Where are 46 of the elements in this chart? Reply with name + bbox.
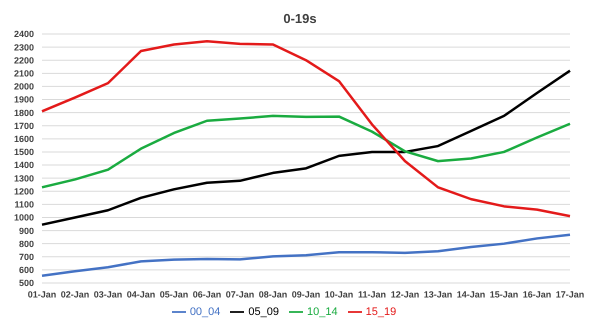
y-tick-label: 1100 [14,200,34,210]
y-tick-label: 1200 [14,186,34,196]
chart-title: 0-19s [282,10,318,28]
x-tick-label: 12-Jan [390,289,420,300]
line-series [40,234,572,278]
line-series [40,114,572,189]
legend-label: 15_19 [366,306,396,318]
y-tick-label: 900 [18,226,34,236]
y-tick-label: 1300 [14,173,34,184]
legend-label: 05_09 [248,306,279,318]
x-tick-label: 09-Jan [292,289,320,300]
y-tick-label: 1500 [14,147,34,158]
x-tick-label: 01-Jan [28,289,56,300]
y-tick-label: 2300 [14,42,34,52]
x-tick-label: 13-Jan [424,289,452,300]
legend-label: 00_04 [190,306,220,318]
x-tick-label: 14-Jan [456,289,486,300]
x-tick-label: 08-Jan [258,289,288,300]
y-tick-label: 800 [18,238,34,249]
x-tick-label: 06-Jan [192,289,222,300]
x-tick-label: 10-Jan [324,289,354,300]
x-tick-label: 17-Jan [556,289,584,300]
x-tick-label: 16-Jan [522,289,552,300]
legend-label: 10_14 [307,306,338,318]
x-tick-label: 11-Jan [358,289,386,300]
y-tick-label: 1600 [14,134,34,144]
y-tick-label: 500 [18,278,34,288]
line-series [40,69,572,226]
y-tick-label: 1800 [14,108,34,118]
y-tick-label: 1000 [14,212,34,223]
y-tick-label: 600 [18,265,34,276]
line-series [40,40,572,218]
y-tick-label: 2400 [14,29,34,40]
y-tick-label: 2000 [14,82,34,92]
x-tick-label: 15-Jan [490,289,518,300]
y-tick-label: 2200 [14,55,34,66]
y-tick-label: 1400 [14,160,34,170]
y-tick-label: 1900 [14,94,34,105]
y-tick-label: 2100 [14,68,34,79]
y-tick-label: 1700 [14,120,34,131]
x-tick-label: 07-Jan [226,289,254,300]
x-tick-label: 02-Jan [60,289,90,300]
y-tick-label: 700 [18,252,34,262]
x-tick-label: 03-Jan [94,289,122,300]
x-tick-label: 04-Jan [126,289,156,300]
x-tick-label: 05-Jan [160,289,188,300]
